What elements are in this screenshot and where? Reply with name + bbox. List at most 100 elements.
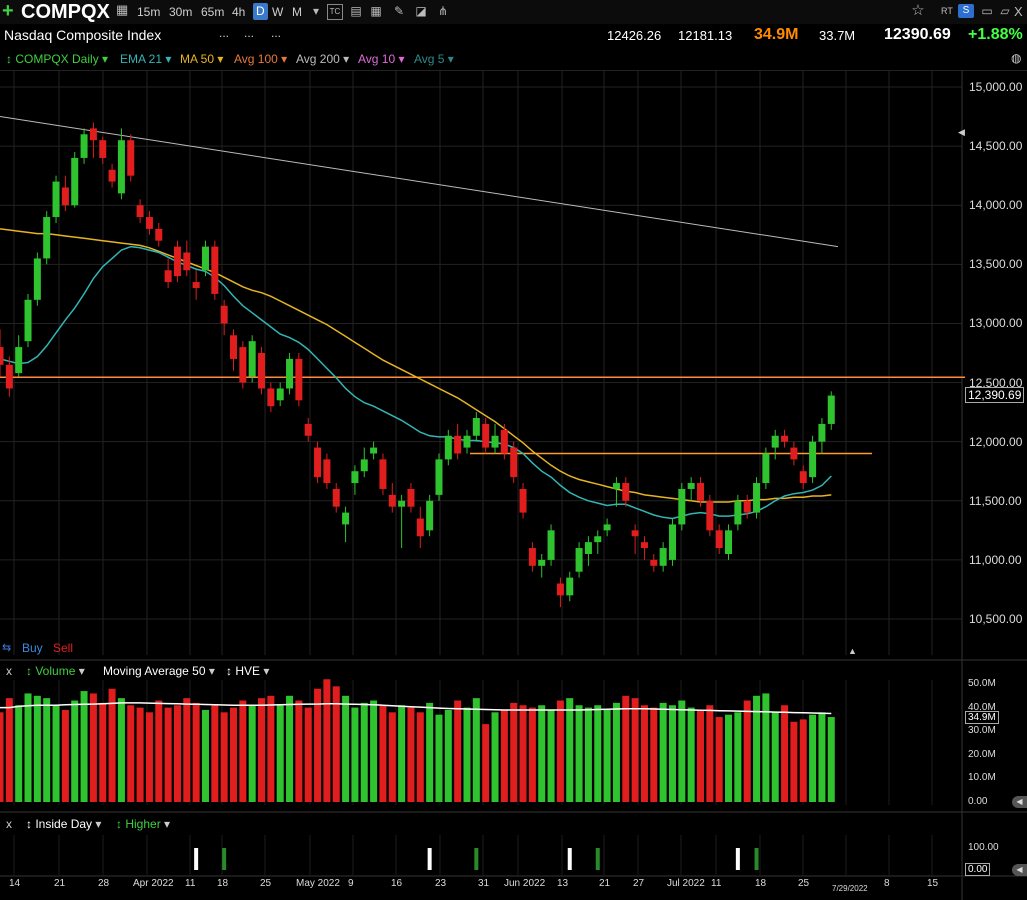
study-ma50[interactable]: MA 50 ▾ [180,52,224,66]
sell-button[interactable]: Sell [53,641,74,655]
timeframe-w[interactable]: W [272,5,284,19]
candle-body [248,341,256,377]
volume-bar [809,714,817,802]
chart-type-icon[interactable]: TC [327,4,343,20]
volume-bar [304,707,312,802]
hve-study[interactable]: ↕ HVE ▾ [226,664,270,678]
indicators-icon[interactable]: ▤ [350,4,362,18]
candle-body [762,453,770,484]
candle-body [61,187,69,206]
symbol-title[interactable]: COMPQX [21,1,110,23]
date-tick-label: 18 [755,878,767,889]
timeframe-dropdown-icon[interactable]: ▾ [312,4,320,18]
link-icon[interactable]: S [958,4,974,18]
candle-body [528,548,536,566]
volume-bar [556,700,564,802]
rt-icon[interactable]: RT [941,6,953,16]
candle-body [827,395,835,424]
volume-bar [622,695,630,802]
candle-body [173,246,181,277]
volume-bar [818,712,826,802]
palette-icon[interactable]: ◍ [1011,51,1022,65]
calculator-icon[interactable]: ▦ [370,4,382,18]
volume-bar [538,705,546,802]
inside-scroll-icon[interactable]: ◀ [1012,864,1027,876]
candle-body [351,471,359,484]
candle-body [566,577,574,596]
inside-day-mark [735,848,740,870]
timeframe-15m[interactable]: 15m [137,5,161,19]
candle-body [239,347,247,383]
close-icon[interactable]: X [1014,4,1023,19]
volume-bar [5,698,13,802]
higher-study[interactable]: ↕ Higher ▾ [116,817,171,831]
price-tick-label: 13,000.00 [969,316,1023,331]
info-dots-2: ... [244,26,255,40]
minimize-icon[interactable]: ▱ [1000,4,1010,18]
inside-day-study[interactable]: ↕ Inside Day ▾ [26,817,102,831]
study-avg200[interactable]: Avg 200 ▾ [296,52,350,66]
study-avg10[interactable]: Avg 10 ▾ [358,52,405,66]
higher-label: Higher [125,817,161,831]
volume-study[interactable]: ↕ Volume ▾ [26,664,85,678]
study-main[interactable]: ↕ COMPQX Daily ▾ [6,52,109,66]
candle-body [89,128,97,141]
candle-body [454,435,462,454]
day-low: 12181.13 [678,28,733,43]
candle-body [201,246,209,271]
timeframe-65m[interactable]: 65m [201,5,225,19]
volume-scroll-icon[interactable]: ◀ [1012,796,1027,808]
buy-sell-icon[interactable]: ⇆ [2,642,12,654]
volume-ma-study[interactable]: Moving Average 50 ▾ [103,664,215,678]
study-avg10-label: Avg 10 [358,52,396,66]
layers-icon[interactable]: ◪ [415,4,427,18]
grid-icon[interactable]: ▦ [116,2,129,17]
avg-volume-value: 33.7M [819,28,856,43]
candle-body [108,169,116,182]
volume-bar [827,717,835,802]
candle-body [295,358,303,401]
date-tick-label: 25 [260,878,272,889]
date-tick-label: Apr 2022 [133,878,174,889]
volume-bar [603,709,611,802]
volume-study-label: Volume [35,664,76,678]
timeframe-d[interactable]: D [253,3,268,20]
study-avg5[interactable]: Avg 5 ▾ [414,52,454,66]
restore-icon[interactable]: ▭ [981,4,993,18]
timeframe-30m[interactable]: 30m [169,5,193,19]
candle-body [659,548,667,566]
price-axis-arrow-icon[interactable]: ◀ [958,127,965,137]
volume-bar [0,712,4,802]
inside-panel-close[interactable]: x [6,817,12,831]
volume-bar [145,712,153,802]
date-tick-label: 13 [557,878,569,889]
study-avg5-label: Avg 5 [414,52,445,66]
volume-bar [528,707,536,802]
volume-bar [295,700,303,802]
study-avg100[interactable]: Avg 100 ▾ [234,52,288,66]
star-icon[interactable]: ☆ [911,2,925,19]
candle-body [799,471,807,484]
scroll-up-icon[interactable]: ▲ [848,646,857,656]
timeframe-4h[interactable]: 4h [232,5,246,19]
price-tick-label: 10,500.00 [969,612,1023,626]
volume-bar [584,707,592,802]
candle-body [211,246,219,294]
study-ema21[interactable]: EMA 21 ▾ [120,52,172,66]
candle-body [426,500,434,531]
date-tick-label: 31 [478,878,490,889]
volume-current-marker: 34.9M [965,711,999,724]
volume-bar [566,698,574,802]
candle-body [668,524,676,560]
candle-body [71,157,79,206]
volume-bar [370,700,378,802]
add-symbol-icon[interactable]: + [2,0,14,22]
share-icon[interactable]: ⋔ [437,4,449,18]
date-tick-label: 15 [927,878,939,889]
volume-bar [697,709,704,802]
buy-button[interactable]: Buy [22,641,43,655]
volume-panel-close[interactable]: x [6,664,12,678]
timeframe-m[interactable]: M [292,5,302,19]
draw-pencil-icon[interactable]: ✎ [393,4,405,18]
